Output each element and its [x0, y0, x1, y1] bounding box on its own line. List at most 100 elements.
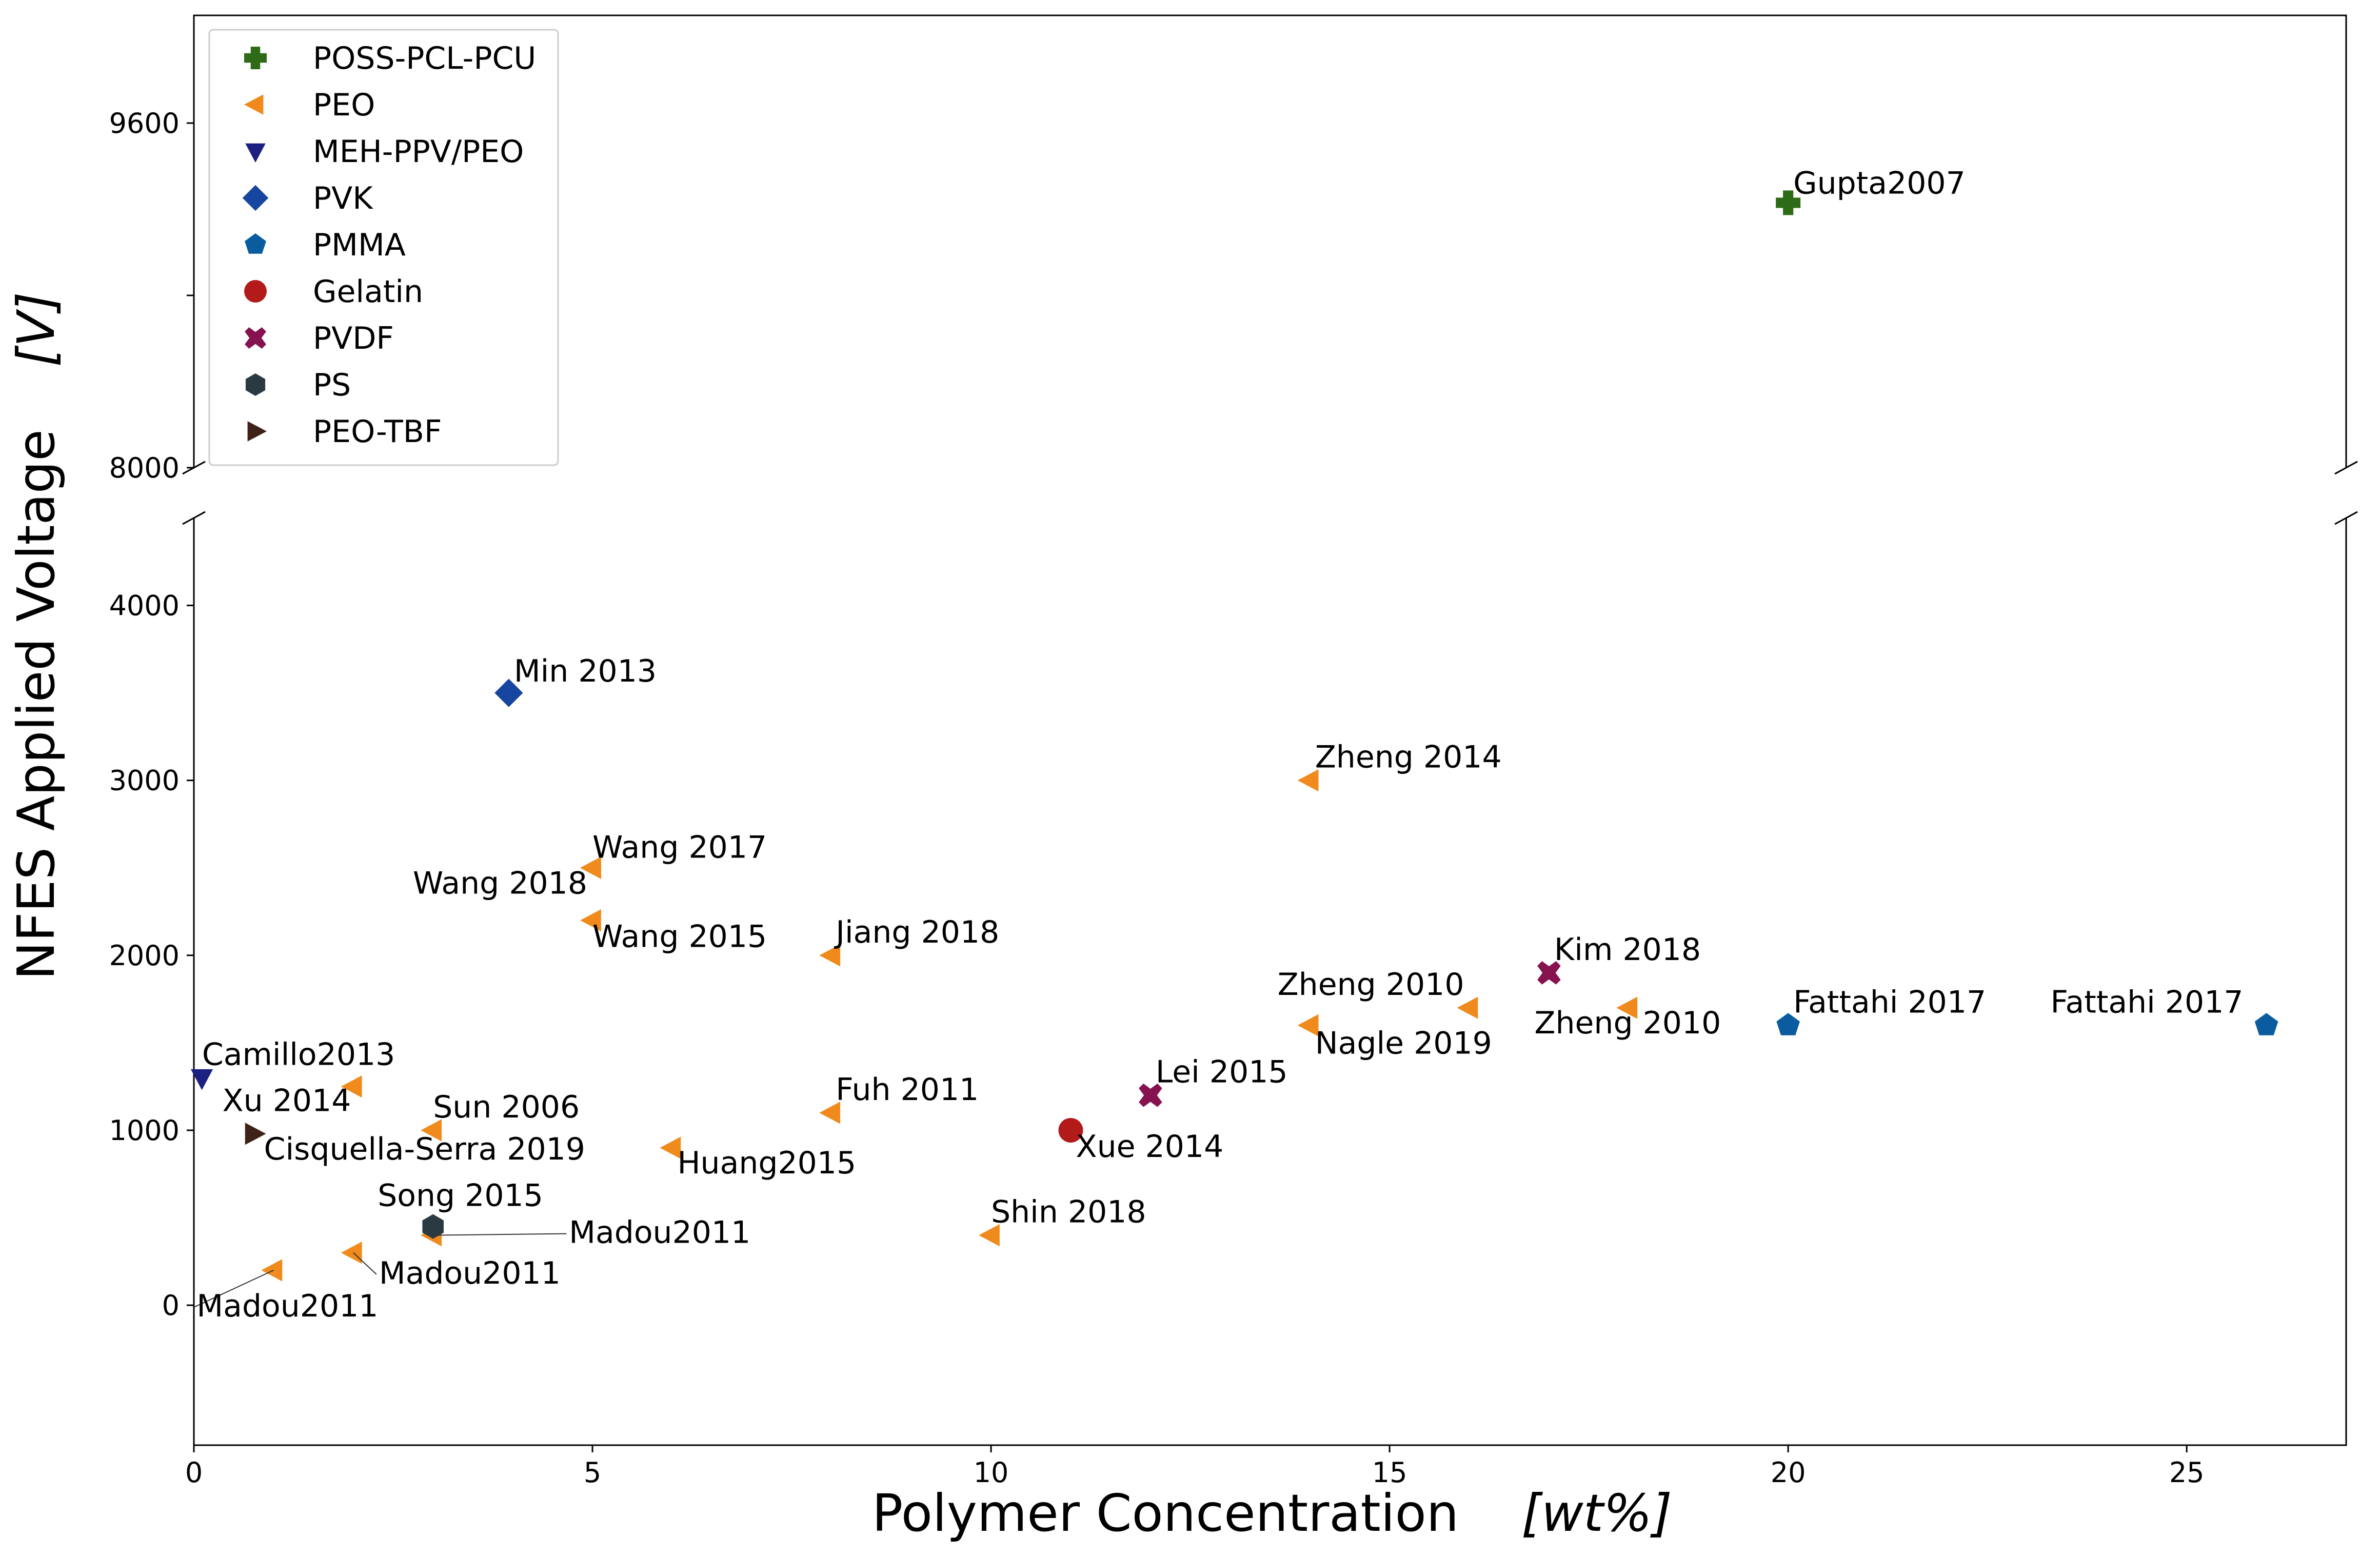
data-point [819, 944, 841, 967]
point-label: Lei 2015 [1156, 1054, 1288, 1090]
data-point [1297, 1014, 1319, 1036]
data-point [245, 1123, 266, 1145]
point-label: Zheng 2010 [1278, 967, 1464, 1003]
legend: POSS-PCL-PCU PEO MEH-PPV/PEO PVK PMMA Gelatin… [208, 29, 559, 466]
x-tick-label: 20 [1771, 1456, 1806, 1489]
x-tick-label: 10 [974, 1456, 1009, 1489]
point-label: Xue 2014 [1076, 1129, 1223, 1165]
legend-label: PEO [313, 87, 375, 123]
data-point [819, 1102, 841, 1124]
point-label: Nagle 2019 [1315, 1025, 1492, 1061]
legend-label: Gelatin [313, 274, 423, 310]
point-label: Xu 2014 [223, 1083, 351, 1119]
data-point [190, 1069, 213, 1090]
x-axis-title: Polymer Concentration [wt%] [872, 1483, 1672, 1543]
data-point [1457, 996, 1478, 1019]
y-tick-label: 0 [162, 1289, 180, 1322]
data-point [1139, 1083, 1162, 1107]
data-point [580, 856, 601, 879]
legend-marker [245, 327, 266, 349]
legend-marker [244, 94, 264, 115]
data-point [2254, 1013, 2278, 1035]
legend-label: PVK [313, 181, 373, 216]
point-label: Min 2013 [514, 653, 657, 689]
legend-marker [245, 233, 266, 254]
point-label: Fuh 2011 [836, 1072, 979, 1108]
x-tick-label: 15 [1372, 1456, 1407, 1489]
data-point [494, 678, 523, 707]
y-axis-title: NFES Applied Voltage [V] [6, 292, 66, 980]
point-label: Zheng 2010 [1534, 1005, 1721, 1041]
data-point [421, 1119, 442, 1142]
data-point [1537, 961, 1561, 985]
point-label: Cisquella-Serra 2019 [264, 1131, 585, 1167]
legend-marker [245, 373, 266, 396]
upper-panel-frame [193, 14, 2347, 468]
x-tick-label: 0 [185, 1456, 203, 1489]
x-axis-unit: [wt%] [1521, 1483, 1672, 1543]
legend-marker [244, 47, 267, 69]
legend-label: PVDF [313, 321, 394, 356]
legend-label: PS [313, 367, 351, 403]
data-point [1058, 1117, 1083, 1143]
y-tick-label: 3000 [109, 765, 180, 797]
x-tick-label: 5 [584, 1456, 601, 1489]
upper-panel: 8000 9600 [109, 14, 2358, 525]
lower-panel: 0 5 10 15 20 25 0 1000 2000 3000 4000 [109, 518, 2347, 1489]
point-label: Camillo2013 [202, 1037, 395, 1073]
point-label: Madou2011 [379, 1255, 561, 1291]
data-point [979, 1224, 1000, 1247]
point-label: Jiang 2018 [834, 914, 999, 950]
point-label: Kim 2018 [1554, 932, 1701, 968]
annotation-leader [193, 1269, 274, 1308]
x-tick-label: 25 [2169, 1456, 2205, 1489]
x-axis-label: Polymer Concentration [872, 1483, 1459, 1543]
point-label: Sun 2006 [433, 1089, 580, 1125]
legend-label: MEH-PPV/PEO [313, 134, 524, 170]
point-label: Madou2011 [196, 1288, 378, 1324]
legend-marker [242, 185, 269, 211]
y-tick-label: 1000 [109, 1114, 180, 1147]
point-label: Fattahi 2017 [1793, 984, 1986, 1020]
data-point [1776, 1013, 1800, 1035]
annotations: Gupta2007Madou2011Madou2011Madou2011Cami… [193, 165, 2244, 1324]
data-point [341, 1242, 362, 1264]
data-point [1776, 190, 1801, 215]
point-label: Gupta2007 [1793, 165, 1966, 201]
data-point [422, 1214, 444, 1239]
point-label: Wang 2015 [592, 919, 767, 955]
point-label: Song 2015 [378, 1178, 543, 1214]
point-label: Fattahi 2017 [2051, 984, 2244, 1020]
data-point [1616, 996, 1638, 1019]
y-tick-label: 9600 [109, 107, 180, 139]
data-point [261, 1259, 283, 1282]
point-label: Madou2011 [569, 1215, 750, 1251]
legend-label: PMMA [313, 227, 406, 263]
data-point [341, 1075, 362, 1098]
legend-marker [247, 421, 267, 442]
point-label: Zheng 2014 [1315, 740, 1502, 775]
point-label: Shin 2018 [991, 1194, 1146, 1230]
legend-label: PEO-TBF [313, 414, 442, 450]
y-axis-label: NFES Applied Voltage [6, 429, 66, 980]
annotation-leader [353, 1252, 377, 1275]
data-point [660, 1136, 681, 1159]
data-point [580, 909, 601, 932]
point-label: Wang 2018 [413, 865, 587, 901]
legend-box [208, 29, 559, 466]
legend-marker [244, 280, 267, 303]
data-point [1297, 769, 1319, 792]
y-tick-label: 4000 [109, 590, 180, 622]
data-marks [190, 190, 2278, 1282]
point-label: Wang 2017 [592, 829, 767, 865]
lower-panel-frame [193, 518, 2347, 1446]
y-tick-label: 8000 [109, 452, 180, 484]
annotation-leader [433, 1233, 567, 1236]
axis-break-mark [2334, 461, 2358, 475]
legend-marker [245, 143, 266, 163]
y-axis-unit: [V] [6, 292, 66, 367]
point-label: Huang2015 [677, 1145, 856, 1181]
legend-label: POSS-PCL-PCU [313, 41, 536, 76]
y-tick-label: 2000 [109, 940, 180, 972]
